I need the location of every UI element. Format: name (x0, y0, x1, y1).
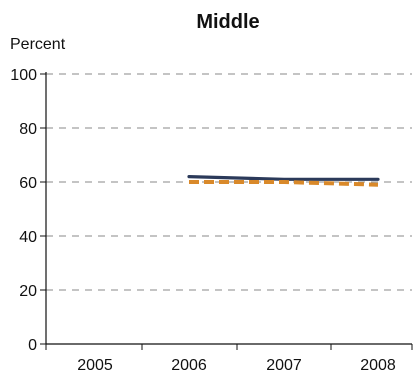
y-tick-label-20: 20 (19, 283, 37, 300)
y-tick-label-100: 100 (10, 67, 37, 84)
axes (40, 72, 412, 350)
tick-labels: 0 20 40 60 80 100 2005 2006 2007 2008 (10, 67, 396, 374)
y-tick-label-0: 0 (28, 337, 37, 354)
y-tick-label-40: 40 (19, 229, 37, 246)
x-tick-label-2005: 2005 (77, 357, 113, 374)
x-tick-label-2008: 2008 (360, 357, 396, 374)
x-tick-label-2006: 2006 (171, 357, 207, 374)
y-tick-label-80: 80 (19, 121, 37, 138)
y-tick-label-60: 60 (19, 175, 37, 192)
y-axis-label: Percent (10, 36, 66, 53)
series-lines (189, 177, 378, 185)
x-tick-label-2007: 2007 (266, 357, 302, 374)
series-line-0 (189, 177, 378, 180)
chart-title: Middle (196, 11, 259, 33)
